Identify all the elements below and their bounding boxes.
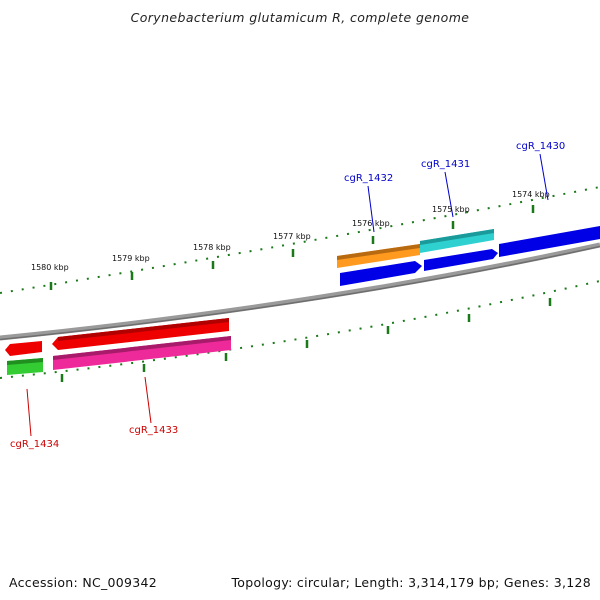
gene-cyan-shade [420, 229, 494, 245]
forward-track-top [337, 229, 494, 268]
accession-text: Accession: NC_009342 [9, 575, 158, 590]
genome-title: Corynebacterium glutamicum R, complete g… [130, 10, 470, 25]
label-leaders [26, 153, 549, 437]
gene-blue-1[interactable] [340, 261, 422, 286]
leader-cgR_1434 [26, 388, 32, 437]
reverse-track [5, 318, 231, 375]
gene-magenta-shade [53, 336, 231, 360]
gene-red-small[interactable] [5, 341, 42, 356]
leader-cgR_1431 [444, 171, 454, 218]
genome-summary-text: Topology: circular; Length: 3,314,179 bp… [231, 575, 591, 590]
leader-cgR_1432 [367, 185, 375, 233]
gene-label-cgR_1433[interactable]: cgR_1433 [129, 425, 178, 436]
gene-green-shade [7, 358, 43, 365]
gene-orange-shade [337, 244, 420, 260]
tick-label: 1576 kbp [352, 219, 390, 228]
major-ticks [49, 205, 552, 382]
tick-label: 1580 kbp [31, 263, 69, 272]
genome-backbone [0, 242, 600, 341]
gene-red-long-shade [58, 318, 229, 341]
leader-cgR_1433 [144, 376, 152, 424]
gene-label-cgR_1430[interactable]: cgR_1430 [516, 141, 565, 152]
tick-label: 1578 kbp [193, 243, 231, 252]
leader-cgR_1430 [539, 153, 549, 201]
tick-labels: 1580 kbp 1579 kbp 1578 kbp 1577 kbp 1576… [31, 190, 550, 272]
tick-label: 1575 kbp [432, 205, 470, 214]
tick-label: 1579 kbp [112, 254, 150, 263]
gene-labels: cgR_1432 cgR_1431 cgR_1430 cgR_1434 cgR_… [10, 141, 565, 450]
genome-backbone-shade [0, 245, 600, 341]
gene-label-cgR_1431[interactable]: cgR_1431 [421, 159, 470, 170]
tick-label: 1574 kbp [512, 190, 550, 199]
gene-label-cgR_1434[interactable]: cgR_1434 [10, 439, 59, 450]
tick-label: 1577 kbp [273, 232, 311, 241]
gene-blue-2[interactable] [424, 249, 498, 271]
forward-track-blue [340, 226, 600, 286]
gene-blue-3[interactable] [499, 226, 600, 257]
gene-label-cgR_1432[interactable]: cgR_1432 [344, 173, 393, 184]
